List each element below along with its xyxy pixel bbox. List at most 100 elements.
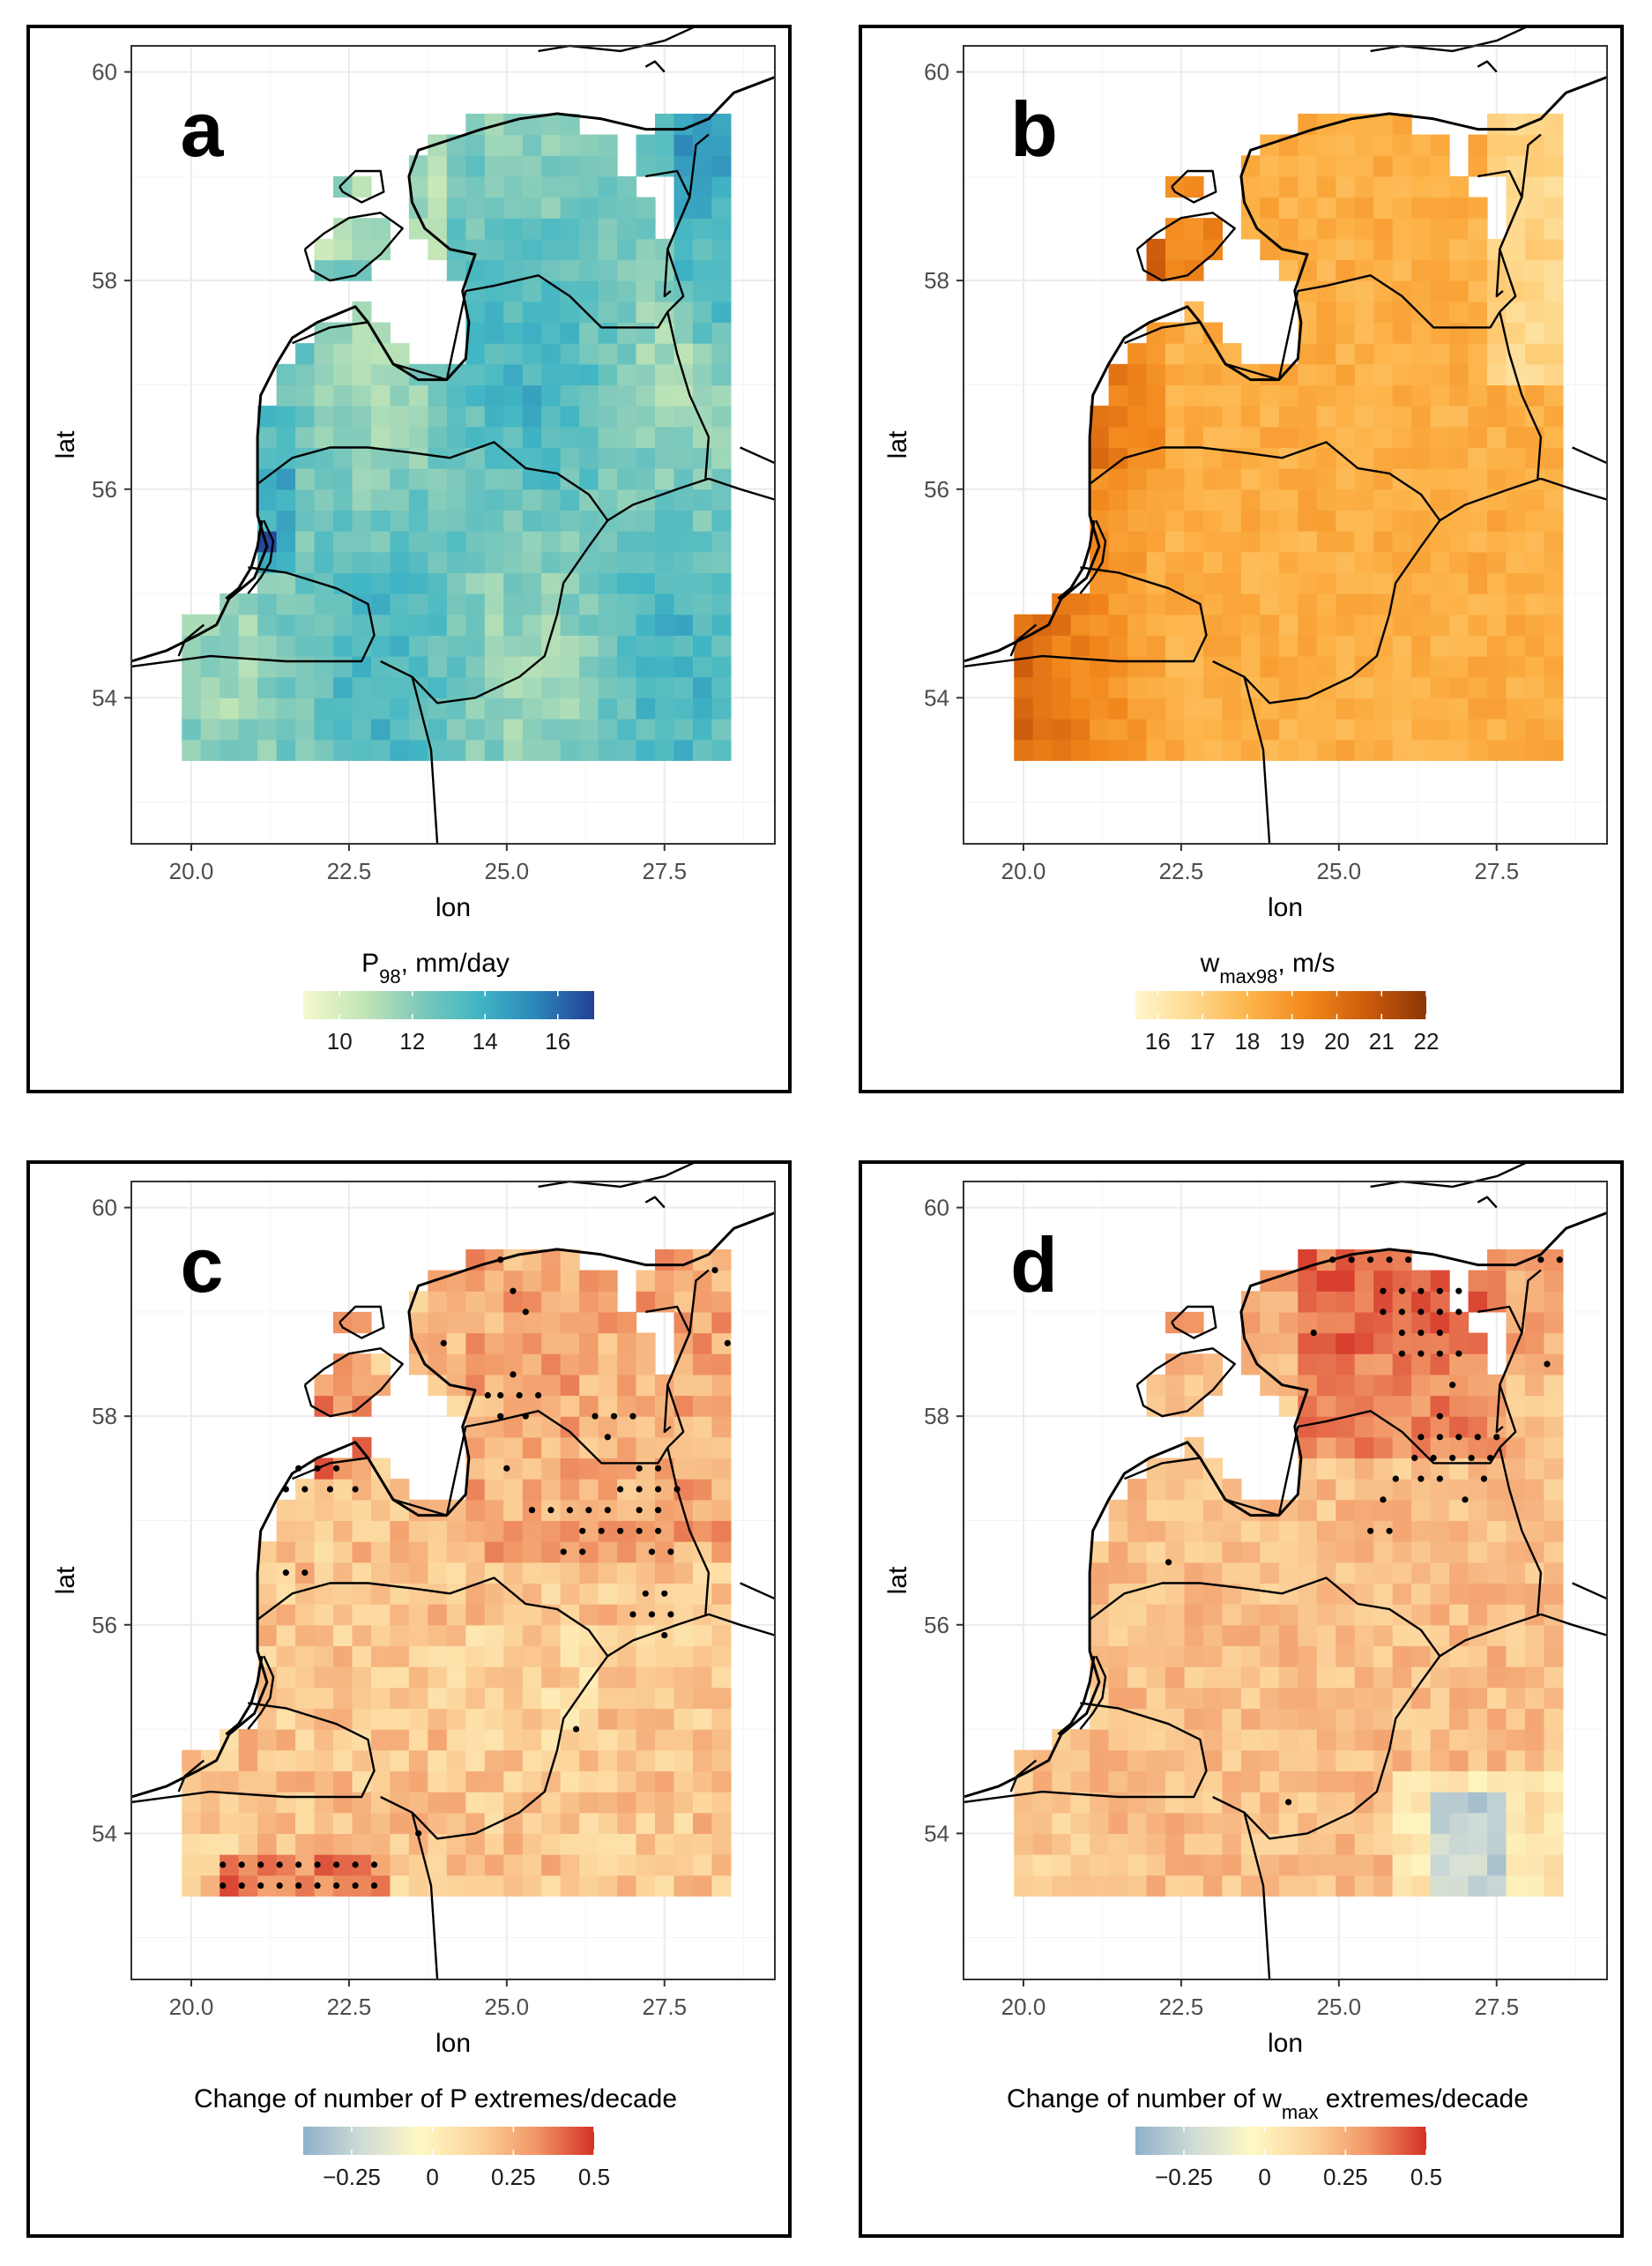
raster-cell xyxy=(1544,447,1564,469)
raster-cell xyxy=(1487,1583,1507,1605)
raster-cell xyxy=(446,1311,466,1334)
raster-cell xyxy=(1544,1520,1564,1542)
y-tick-label: 54 xyxy=(924,1820,949,1846)
raster-cell xyxy=(1524,1416,1545,1438)
border-line xyxy=(963,1211,1608,1799)
raster-cell xyxy=(1392,301,1412,324)
raster-cell xyxy=(1544,1416,1564,1438)
raster-cell xyxy=(1278,259,1299,281)
raster-cell xyxy=(541,1792,562,1814)
raster-cell xyxy=(1127,1624,1148,1647)
raster-cell xyxy=(1316,551,1336,574)
raster-cell xyxy=(1373,1792,1394,1814)
raster-cell xyxy=(560,1708,580,1730)
raster-cell xyxy=(579,1270,599,1292)
raster-cell xyxy=(1146,1562,1166,1584)
raster-cell xyxy=(276,635,296,657)
raster-cell xyxy=(1468,259,1488,281)
raster-cell xyxy=(617,259,637,281)
raster-cell xyxy=(1373,1854,1394,1876)
raster-cell xyxy=(1373,572,1394,594)
raster-cell xyxy=(1202,1499,1224,1522)
raster-cell xyxy=(352,1520,372,1542)
raster-cell xyxy=(1430,1749,1450,1771)
raster-cell xyxy=(541,343,562,365)
raster-cell xyxy=(428,510,448,532)
raster-cell xyxy=(1278,1291,1299,1313)
colorbar-tick-label: 10 xyxy=(327,1028,353,1055)
raster-cell xyxy=(617,1833,637,1855)
raster-cell xyxy=(220,1875,240,1897)
raster-cell xyxy=(711,572,732,594)
raster-cell xyxy=(1260,1624,1280,1647)
raster-cell xyxy=(1184,719,1204,741)
raster-cell xyxy=(1487,1812,1507,1834)
raster-cell xyxy=(276,447,296,469)
raster-cell xyxy=(636,1645,656,1667)
x-tick-label: 22.5 xyxy=(327,1994,372,2020)
raster-cell xyxy=(446,510,466,532)
raster-cell xyxy=(503,1479,524,1501)
raster-cell xyxy=(617,1479,637,1501)
raster-cell xyxy=(408,1624,428,1647)
raster-cell xyxy=(1430,656,1450,678)
raster-cell xyxy=(276,1583,296,1605)
raster-cell xyxy=(1411,1291,1432,1313)
raster-cell xyxy=(1524,447,1545,469)
significance-dot xyxy=(503,1465,510,1472)
raster-cell xyxy=(295,1854,316,1876)
raster-cell xyxy=(390,426,410,449)
raster-cell xyxy=(579,1687,599,1710)
significance-dot xyxy=(1367,1256,1374,1263)
raster-cell xyxy=(1165,488,1186,511)
raster-cell xyxy=(1354,1604,1374,1626)
raster-cell xyxy=(1108,1875,1128,1897)
raster-cell xyxy=(484,1729,504,1751)
raster-cell xyxy=(503,1749,524,1771)
raster-cell xyxy=(484,406,504,428)
raster-cell xyxy=(1544,531,1564,553)
significance-dot xyxy=(711,1266,718,1274)
raster-cell xyxy=(522,1875,542,1897)
raster-cell xyxy=(484,447,504,469)
raster-cell xyxy=(1165,635,1186,657)
colorbar-tick-label: 0.25 xyxy=(1323,2164,1368,2190)
raster-cell xyxy=(257,1749,278,1771)
raster-cell xyxy=(1222,363,1242,386)
raster-cell xyxy=(428,614,448,636)
raster-cell xyxy=(408,488,428,511)
raster-cell xyxy=(1430,614,1450,636)
raster-cell xyxy=(1544,1291,1564,1313)
raster-cell xyxy=(503,134,524,156)
raster-cell xyxy=(484,1666,504,1688)
significance-dot xyxy=(1436,1434,1443,1441)
raster-cell xyxy=(1222,384,1242,406)
raster-cell xyxy=(1354,572,1374,594)
raster-cell xyxy=(1298,1666,1318,1688)
raster-cell xyxy=(1430,447,1450,469)
raster-cell xyxy=(1411,1479,1432,1501)
raster-cell xyxy=(1392,676,1412,698)
raster-cell xyxy=(1468,593,1488,615)
raster-cell xyxy=(1014,1875,1034,1897)
raster-cell xyxy=(617,1562,637,1584)
y-tick-label: 54 xyxy=(92,684,117,711)
raster-cell xyxy=(1070,1729,1090,1751)
raster-cell xyxy=(1392,155,1412,177)
raster-cell xyxy=(1544,697,1564,719)
raster-cell xyxy=(1108,1749,1128,1771)
raster-cell xyxy=(1524,134,1545,156)
raster-cell xyxy=(1449,510,1470,532)
raster-cell xyxy=(503,593,524,615)
raster-cell xyxy=(484,134,504,156)
legend-title: Change of number of wmax extremes/decade xyxy=(1007,2084,1529,2123)
raster-cell xyxy=(276,1729,296,1751)
border-line xyxy=(177,623,205,657)
raster-cell xyxy=(220,739,240,761)
raster-cell xyxy=(1184,1833,1204,1855)
colorbar xyxy=(1135,2127,1426,2155)
raster-cell xyxy=(1014,676,1034,698)
raster-cell xyxy=(1316,1854,1336,1876)
significance-dot xyxy=(598,1527,605,1534)
raster-cell xyxy=(390,1812,410,1834)
